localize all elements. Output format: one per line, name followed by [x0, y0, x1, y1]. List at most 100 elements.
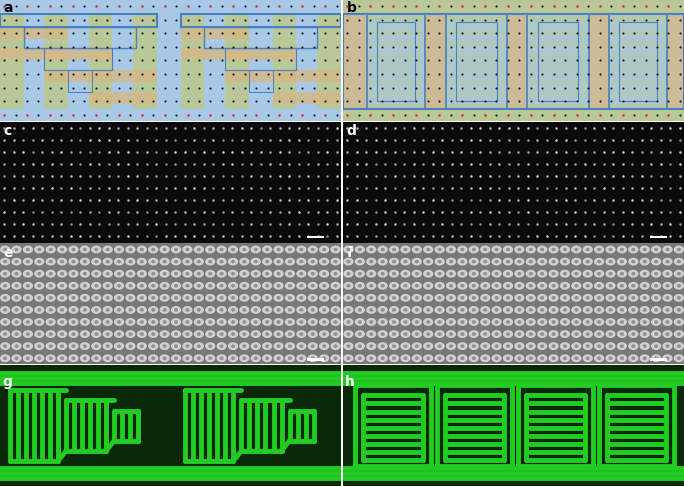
Ellipse shape — [586, 308, 590, 312]
Ellipse shape — [103, 306, 113, 314]
Ellipse shape — [594, 282, 604, 290]
Ellipse shape — [105, 308, 109, 312]
Ellipse shape — [117, 248, 121, 251]
Ellipse shape — [3, 344, 7, 348]
Ellipse shape — [640, 318, 650, 326]
Ellipse shape — [526, 330, 536, 338]
Ellipse shape — [495, 296, 499, 300]
Ellipse shape — [389, 245, 399, 253]
Ellipse shape — [400, 294, 410, 302]
Ellipse shape — [0, 342, 10, 350]
Ellipse shape — [412, 306, 422, 314]
Ellipse shape — [366, 318, 376, 326]
Ellipse shape — [480, 294, 490, 302]
Ellipse shape — [151, 284, 155, 288]
Ellipse shape — [483, 260, 487, 263]
Ellipse shape — [400, 258, 410, 265]
Ellipse shape — [148, 258, 158, 265]
Ellipse shape — [540, 272, 544, 276]
Ellipse shape — [446, 245, 456, 253]
Bar — [181, 15, 341, 27]
Ellipse shape — [492, 354, 501, 362]
Bar — [527, 82, 589, 92]
Ellipse shape — [597, 260, 601, 263]
Bar — [609, 15, 667, 109]
Ellipse shape — [34, 306, 44, 314]
Ellipse shape — [358, 320, 362, 324]
Ellipse shape — [415, 296, 419, 300]
Ellipse shape — [14, 332, 18, 336]
Ellipse shape — [458, 330, 468, 338]
Ellipse shape — [83, 320, 87, 324]
Ellipse shape — [628, 330, 638, 338]
Ellipse shape — [483, 344, 487, 348]
Ellipse shape — [526, 294, 536, 302]
Ellipse shape — [628, 294, 638, 302]
Ellipse shape — [254, 308, 258, 312]
Ellipse shape — [666, 296, 670, 300]
Ellipse shape — [560, 318, 570, 326]
Ellipse shape — [575, 332, 579, 336]
Bar — [445, 46, 507, 55]
Ellipse shape — [460, 260, 464, 263]
Ellipse shape — [366, 294, 376, 302]
Ellipse shape — [334, 248, 338, 251]
Ellipse shape — [458, 306, 468, 314]
Text: d: d — [347, 124, 356, 138]
Ellipse shape — [0, 318, 10, 326]
Ellipse shape — [46, 270, 56, 278]
Ellipse shape — [605, 258, 616, 265]
Ellipse shape — [60, 320, 64, 324]
Ellipse shape — [14, 308, 18, 312]
Ellipse shape — [609, 296, 613, 300]
Ellipse shape — [540, 332, 544, 336]
Ellipse shape — [480, 342, 490, 350]
Ellipse shape — [438, 356, 442, 360]
Ellipse shape — [346, 248, 350, 251]
Ellipse shape — [37, 308, 41, 312]
Ellipse shape — [426, 272, 430, 276]
Ellipse shape — [94, 308, 98, 312]
Bar — [538, 22, 579, 102]
Ellipse shape — [506, 356, 510, 360]
Ellipse shape — [171, 354, 181, 362]
Ellipse shape — [94, 320, 98, 324]
Ellipse shape — [274, 245, 284, 253]
Ellipse shape — [46, 354, 56, 362]
Ellipse shape — [308, 330, 318, 338]
Ellipse shape — [503, 330, 513, 338]
Ellipse shape — [68, 330, 79, 338]
Ellipse shape — [194, 330, 204, 338]
Ellipse shape — [250, 258, 261, 265]
Ellipse shape — [654, 332, 658, 336]
Ellipse shape — [480, 270, 490, 278]
Ellipse shape — [449, 260, 453, 263]
Ellipse shape — [140, 332, 144, 336]
Ellipse shape — [640, 258, 650, 265]
Ellipse shape — [597, 296, 601, 300]
Ellipse shape — [163, 356, 167, 360]
Ellipse shape — [506, 260, 510, 263]
Ellipse shape — [12, 282, 22, 290]
Ellipse shape — [514, 354, 525, 362]
Ellipse shape — [105, 272, 109, 276]
Ellipse shape — [49, 296, 53, 300]
Ellipse shape — [231, 248, 235, 251]
Ellipse shape — [609, 284, 613, 288]
Ellipse shape — [0, 330, 10, 338]
Ellipse shape — [514, 294, 525, 302]
Ellipse shape — [125, 318, 135, 326]
Ellipse shape — [26, 260, 30, 263]
Ellipse shape — [446, 270, 456, 278]
Ellipse shape — [551, 260, 555, 263]
Ellipse shape — [654, 260, 658, 263]
Ellipse shape — [480, 318, 490, 326]
Ellipse shape — [129, 248, 133, 251]
Ellipse shape — [254, 320, 258, 324]
Ellipse shape — [185, 296, 189, 300]
Text: f: f — [347, 246, 353, 260]
Ellipse shape — [26, 272, 30, 276]
Ellipse shape — [194, 342, 204, 350]
Ellipse shape — [495, 260, 499, 263]
Ellipse shape — [330, 318, 341, 326]
